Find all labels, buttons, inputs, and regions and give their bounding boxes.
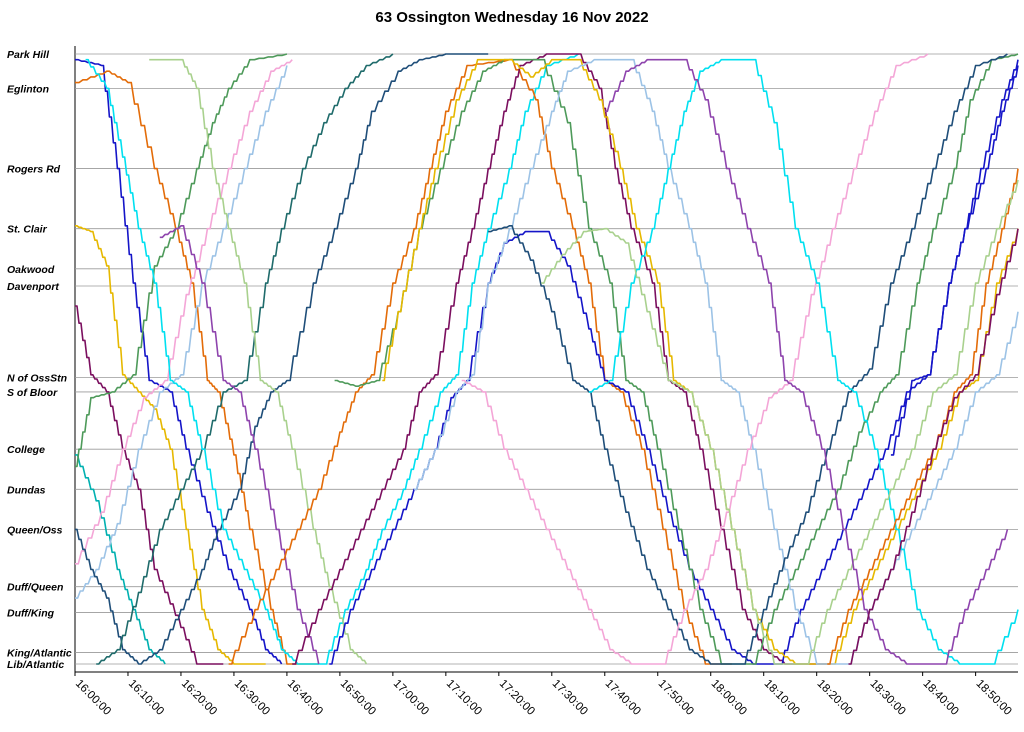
time-label: 17:50:00 xyxy=(656,678,696,718)
vehicle-trace-6 xyxy=(75,53,288,468)
stop-label-duff-king: Duff/King xyxy=(7,607,55,619)
time-label: 18:30:00 xyxy=(868,678,908,718)
vehicle-trace-17 xyxy=(334,53,1019,665)
time-label: 16:30:00 xyxy=(232,678,272,718)
time-label: 18:40:00 xyxy=(921,678,961,718)
grid-layer xyxy=(74,46,1018,673)
stop-label-s-of-bloor: S of Bloor xyxy=(7,387,58,399)
vehicle-trace-13 xyxy=(159,225,320,665)
stop-label-st-clair: St. Clair xyxy=(7,224,48,236)
vehicle-trace-24 xyxy=(541,179,1019,665)
stop-label-oakwood: Oakwood xyxy=(7,264,55,276)
vehicle-trace-10 xyxy=(96,53,394,665)
time-label: 17:10:00 xyxy=(444,678,484,718)
vehicle-trace-9 xyxy=(75,53,489,665)
vehicle-trace-20 xyxy=(488,53,1008,665)
vehicle-trace-21 xyxy=(461,53,929,665)
time-label: 18:20:00 xyxy=(815,678,855,718)
vehicle-trace-23 xyxy=(827,168,1019,665)
stop-label-dundas: Dundas xyxy=(7,484,46,496)
stop-label-duff-queen: Duff/Queen xyxy=(7,582,63,594)
vehicle-trace-22 xyxy=(588,58,1019,665)
vehicle-trace-27 xyxy=(848,228,1019,665)
stop-label-rogers-rd: Rogers Rd xyxy=(7,164,61,176)
vehicle-trace-15 xyxy=(292,53,828,665)
time-label: 18:00:00 xyxy=(709,678,749,718)
vehicle-trace-12 xyxy=(149,58,368,665)
vehicle-trace-8 xyxy=(75,59,293,565)
stop-label-lib-atlantic: Lib/Atlantic xyxy=(7,659,64,671)
time-label: 18:10:00 xyxy=(762,678,802,718)
time-label: 17:00:00 xyxy=(391,678,431,718)
time-label: 16:20:00 xyxy=(179,678,219,718)
time-label: 17:20:00 xyxy=(497,678,537,718)
vehicle-trace-1 xyxy=(75,58,283,665)
chart-title: 63 Ossington Wednesday 16 Nov 2022 xyxy=(375,9,648,26)
time-labels: 16:00:00 16:10:00 16:20:00 16:30:00 16:40:00… xyxy=(73,672,1014,718)
vehicle-trace-3 xyxy=(75,305,224,665)
vehicle-trace-7 xyxy=(75,65,288,599)
time-label: 17:40:00 xyxy=(603,678,643,718)
vehicle-trace-4 xyxy=(75,225,266,665)
time-label: 16:40:00 xyxy=(285,678,325,718)
series-layer xyxy=(75,53,1019,665)
stop-label-park-hill: Park Hill xyxy=(7,49,50,61)
time-label: 16:10:00 xyxy=(126,678,166,718)
stop-label-king-atlantic: King/Atlantic xyxy=(7,648,72,660)
time-label: 16:00:00 xyxy=(73,678,113,718)
stop-label-n-of-ossstn: N of OssStn xyxy=(7,373,67,385)
vehicle-trace-5 xyxy=(75,454,166,665)
vehicle-trace-25 xyxy=(604,58,1009,665)
vehicle-trace-14 xyxy=(228,58,732,665)
vehicle-trace-11 xyxy=(85,53,579,665)
time-label: 18:50:00 xyxy=(973,678,1013,718)
stop-labels: Park Hill Eglinton Rogers Rd St. Clair Oakwo… xyxy=(7,49,72,671)
stop-label-college: College xyxy=(7,444,45,456)
time-label: 16:50:00 xyxy=(338,678,378,718)
vehicle-trace-2 xyxy=(75,70,319,665)
stop-label-eglinton: Eglinton xyxy=(7,83,49,95)
vehicle-trace-19 xyxy=(414,58,1019,665)
vehicle-trace-16 xyxy=(329,59,1019,665)
vehicle-trace-26 xyxy=(890,65,1019,456)
stop-label-davenport: Davenport xyxy=(7,281,59,293)
stop-label-queen-oss: Queen/Oss xyxy=(7,524,63,536)
vehicle-trace-18 xyxy=(382,58,1019,665)
time-label: 17:30:00 xyxy=(550,678,590,718)
